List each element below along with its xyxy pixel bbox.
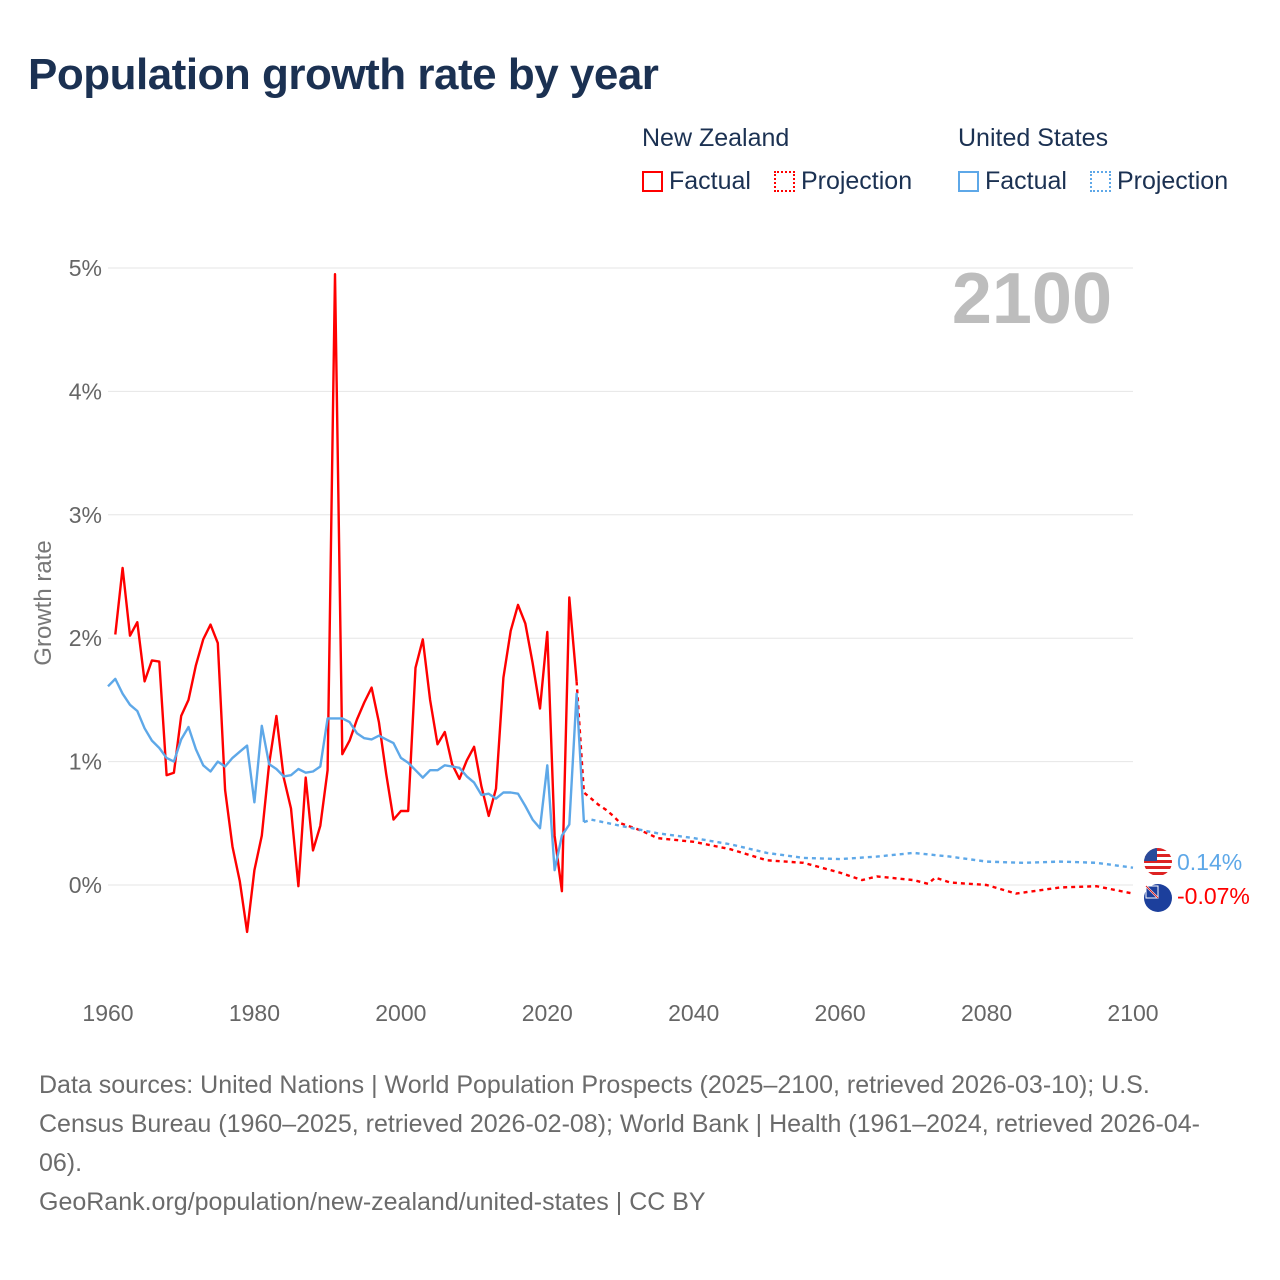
x-tick-label: 2100 (1107, 1000, 1158, 1026)
legend-label: Projection (1116, 167, 1229, 195)
us-end-value-label: 0.14% (1177, 849, 1242, 875)
y-tick-label: 0% (69, 872, 102, 898)
x-tick-label: 2000 (375, 1000, 426, 1026)
footer: Data sources: United Nations | World Pop… (39, 1066, 1229, 1222)
legend-swatch-dotted (1089, 171, 1111, 192)
legend-label: Factual (669, 167, 751, 195)
x-tick-label: 1960 (82, 1000, 133, 1026)
legend-new-zealand: New Zealand Factual Projection (642, 124, 928, 199)
legend-swatch-solid (958, 171, 979, 192)
credit-link[interactable]: GeoRank.org/population/new-zealand/unite… (39, 1188, 706, 1216)
series-line-new-zealand-projection (575, 681, 1134, 895)
nz-end-value-label: -0.07% (1177, 883, 1250, 909)
y-tick-label: 5% (69, 255, 102, 281)
legend-nz-factual[interactable]: Factual (642, 167, 751, 196)
legend-us-factual[interactable]: Factual (958, 167, 1067, 196)
new-zealand-flag-icon (1144, 884, 1172, 912)
series-line-new-zealand-factual (114, 273, 578, 934)
legend-label: Factual (985, 167, 1067, 195)
page-title: Population growth rate by year (28, 50, 659, 99)
line-chart: 0% 1% 2% 3% 4% 5% 1960 1980 2000 2020 2040 2060 2080… (30, 255, 1250, 1026)
series-line-united-states-factual (107, 677, 586, 872)
legend-us-projection[interactable]: Projection (1089, 167, 1229, 196)
data-sources: Data sources: United Nations | World Pop… (39, 1071, 1200, 1177)
legend-group-label: New Zealand (642, 124, 790, 152)
y-tick-label: 3% (69, 502, 102, 528)
legend-swatch-solid (642, 171, 663, 192)
x-tick-label: 2040 (668, 1000, 719, 1026)
y-axis-label: Growth rate (30, 540, 57, 665)
x-tick-label: 1980 (229, 1000, 280, 1026)
series-line-united-states-projection (583, 818, 1134, 869)
us-flag-icon (1144, 848, 1172, 876)
x-tick-label: 2080 (961, 1000, 1012, 1026)
y-tick-label: 2% (69, 625, 102, 651)
legend-group-label: United States (958, 124, 1109, 152)
x-tick-label: 2020 (522, 1000, 573, 1026)
legend-nz-projection[interactable]: Projection (773, 167, 913, 196)
legend-label: Projection (800, 167, 913, 195)
y-tick-label: 1% (69, 749, 102, 775)
y-tick-label: 4% (69, 378, 102, 404)
legend-swatch-dotted (773, 171, 795, 192)
current-year-label: 2100 (952, 259, 1112, 339)
x-tick-label: 2060 (815, 1000, 866, 1026)
legend-united-states: United States Factual Projection (958, 124, 1228, 199)
